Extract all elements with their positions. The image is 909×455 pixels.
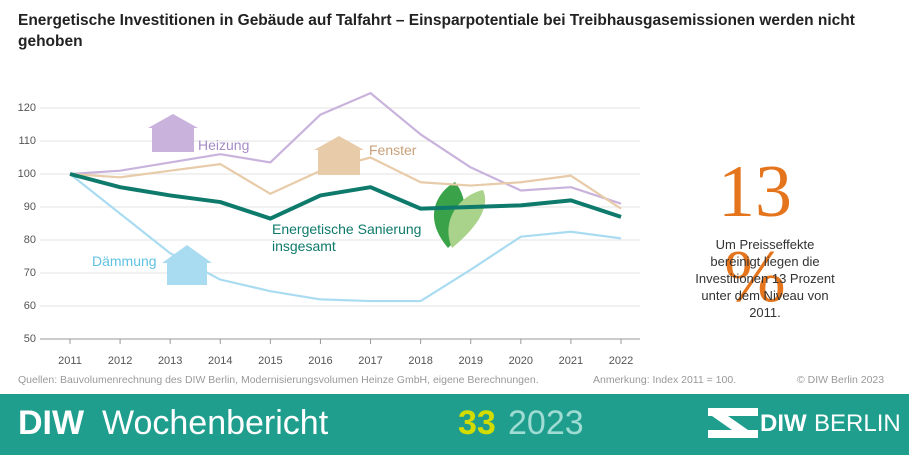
year: 2023 — [508, 404, 584, 442]
x-tick-label: 2013 — [158, 355, 182, 367]
x-tick-label: 2011 — [58, 355, 82, 367]
x-tick-label: 2014 — [208, 355, 232, 367]
source: Quellen: Bauvolumenrechnung des DIW Berl… — [18, 374, 539, 386]
series-label: Fenster — [369, 142, 417, 158]
callout-text: Um Preisseffekte bereinigt liegen die In… — [695, 237, 835, 320]
y-tick-label: 120 — [18, 102, 36, 114]
y-tick-label: 110 — [18, 135, 36, 147]
y-tick-label: 60 — [24, 300, 36, 312]
series-line — [69, 92, 622, 205]
publication: Wochenbericht — [102, 404, 329, 442]
brand: DIW — [18, 404, 85, 442]
logo: DIW — [760, 410, 807, 437]
y-tick-label: 90 — [24, 201, 36, 213]
x-tick-label: 2012 — [108, 355, 132, 367]
series-line — [69, 156, 622, 210]
series-label: Dämmung — [92, 253, 157, 269]
note: Anmerkung: Index 2011 = 100. — [593, 374, 737, 386]
y-tick-label: 80 — [24, 234, 36, 246]
x-tick-label: 2019 — [458, 355, 482, 367]
logo-mark — [708, 408, 758, 438]
footer-band: DIW Wochenbericht 33 2023 DIW BERLIN — [0, 394, 909, 455]
x-tick-label: 2022 — [609, 355, 633, 367]
window-icon — [314, 136, 364, 175]
y-tick-label: 100 — [18, 168, 36, 180]
series-line — [69, 172, 622, 221]
leaf-icon — [433, 182, 486, 248]
heating-icon — [148, 114, 198, 152]
chart: 50 60 70 80 90 100 110 120 2011 2012 2013 2014 2015 2… — [18, 92, 640, 367]
chart-title: Energetische Investitionen in Gebäude au… — [18, 12, 855, 50]
x-tick-label: 2015 — [258, 355, 282, 367]
logo-city: BERLIN — [814, 410, 901, 437]
y-tick-label: 70 — [24, 267, 36, 279]
callout-headline: 13 % — [718, 151, 792, 318]
copyright: © DIW Berlin 2023 — [797, 374, 885, 386]
x-tick-label: 2017 — [358, 355, 382, 367]
y-tick-label: 50 — [24, 333, 36, 345]
series-label: Energetische Sanierung insgesamt — [272, 221, 422, 254]
x-tick-label: 2016 — [308, 355, 332, 367]
x-tick-label: 2021 — [559, 355, 583, 367]
x-tick-label: 2018 — [408, 355, 432, 367]
x-tick-label: 2020 — [509, 355, 533, 367]
issue: 33 — [458, 404, 496, 442]
series-label: Heizung — [198, 137, 250, 153]
series-line — [69, 173, 622, 303]
